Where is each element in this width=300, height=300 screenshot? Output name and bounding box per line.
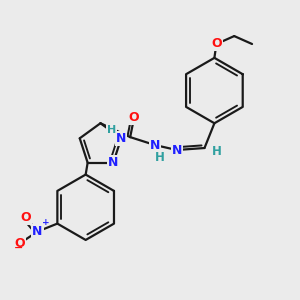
Text: N: N <box>108 156 119 169</box>
Text: O: O <box>129 111 140 124</box>
Text: +: + <box>43 218 50 226</box>
Text: H: H <box>155 152 165 164</box>
Text: N: N <box>150 139 160 152</box>
Text: O: O <box>20 211 31 224</box>
Text: −: − <box>14 242 23 252</box>
Text: O: O <box>14 237 25 250</box>
Text: N: N <box>172 143 182 157</box>
Text: H: H <box>107 125 116 135</box>
Text: O: O <box>211 38 222 50</box>
Text: N: N <box>32 225 43 238</box>
Text: N: N <box>116 132 126 145</box>
Text: H: H <box>212 146 221 158</box>
